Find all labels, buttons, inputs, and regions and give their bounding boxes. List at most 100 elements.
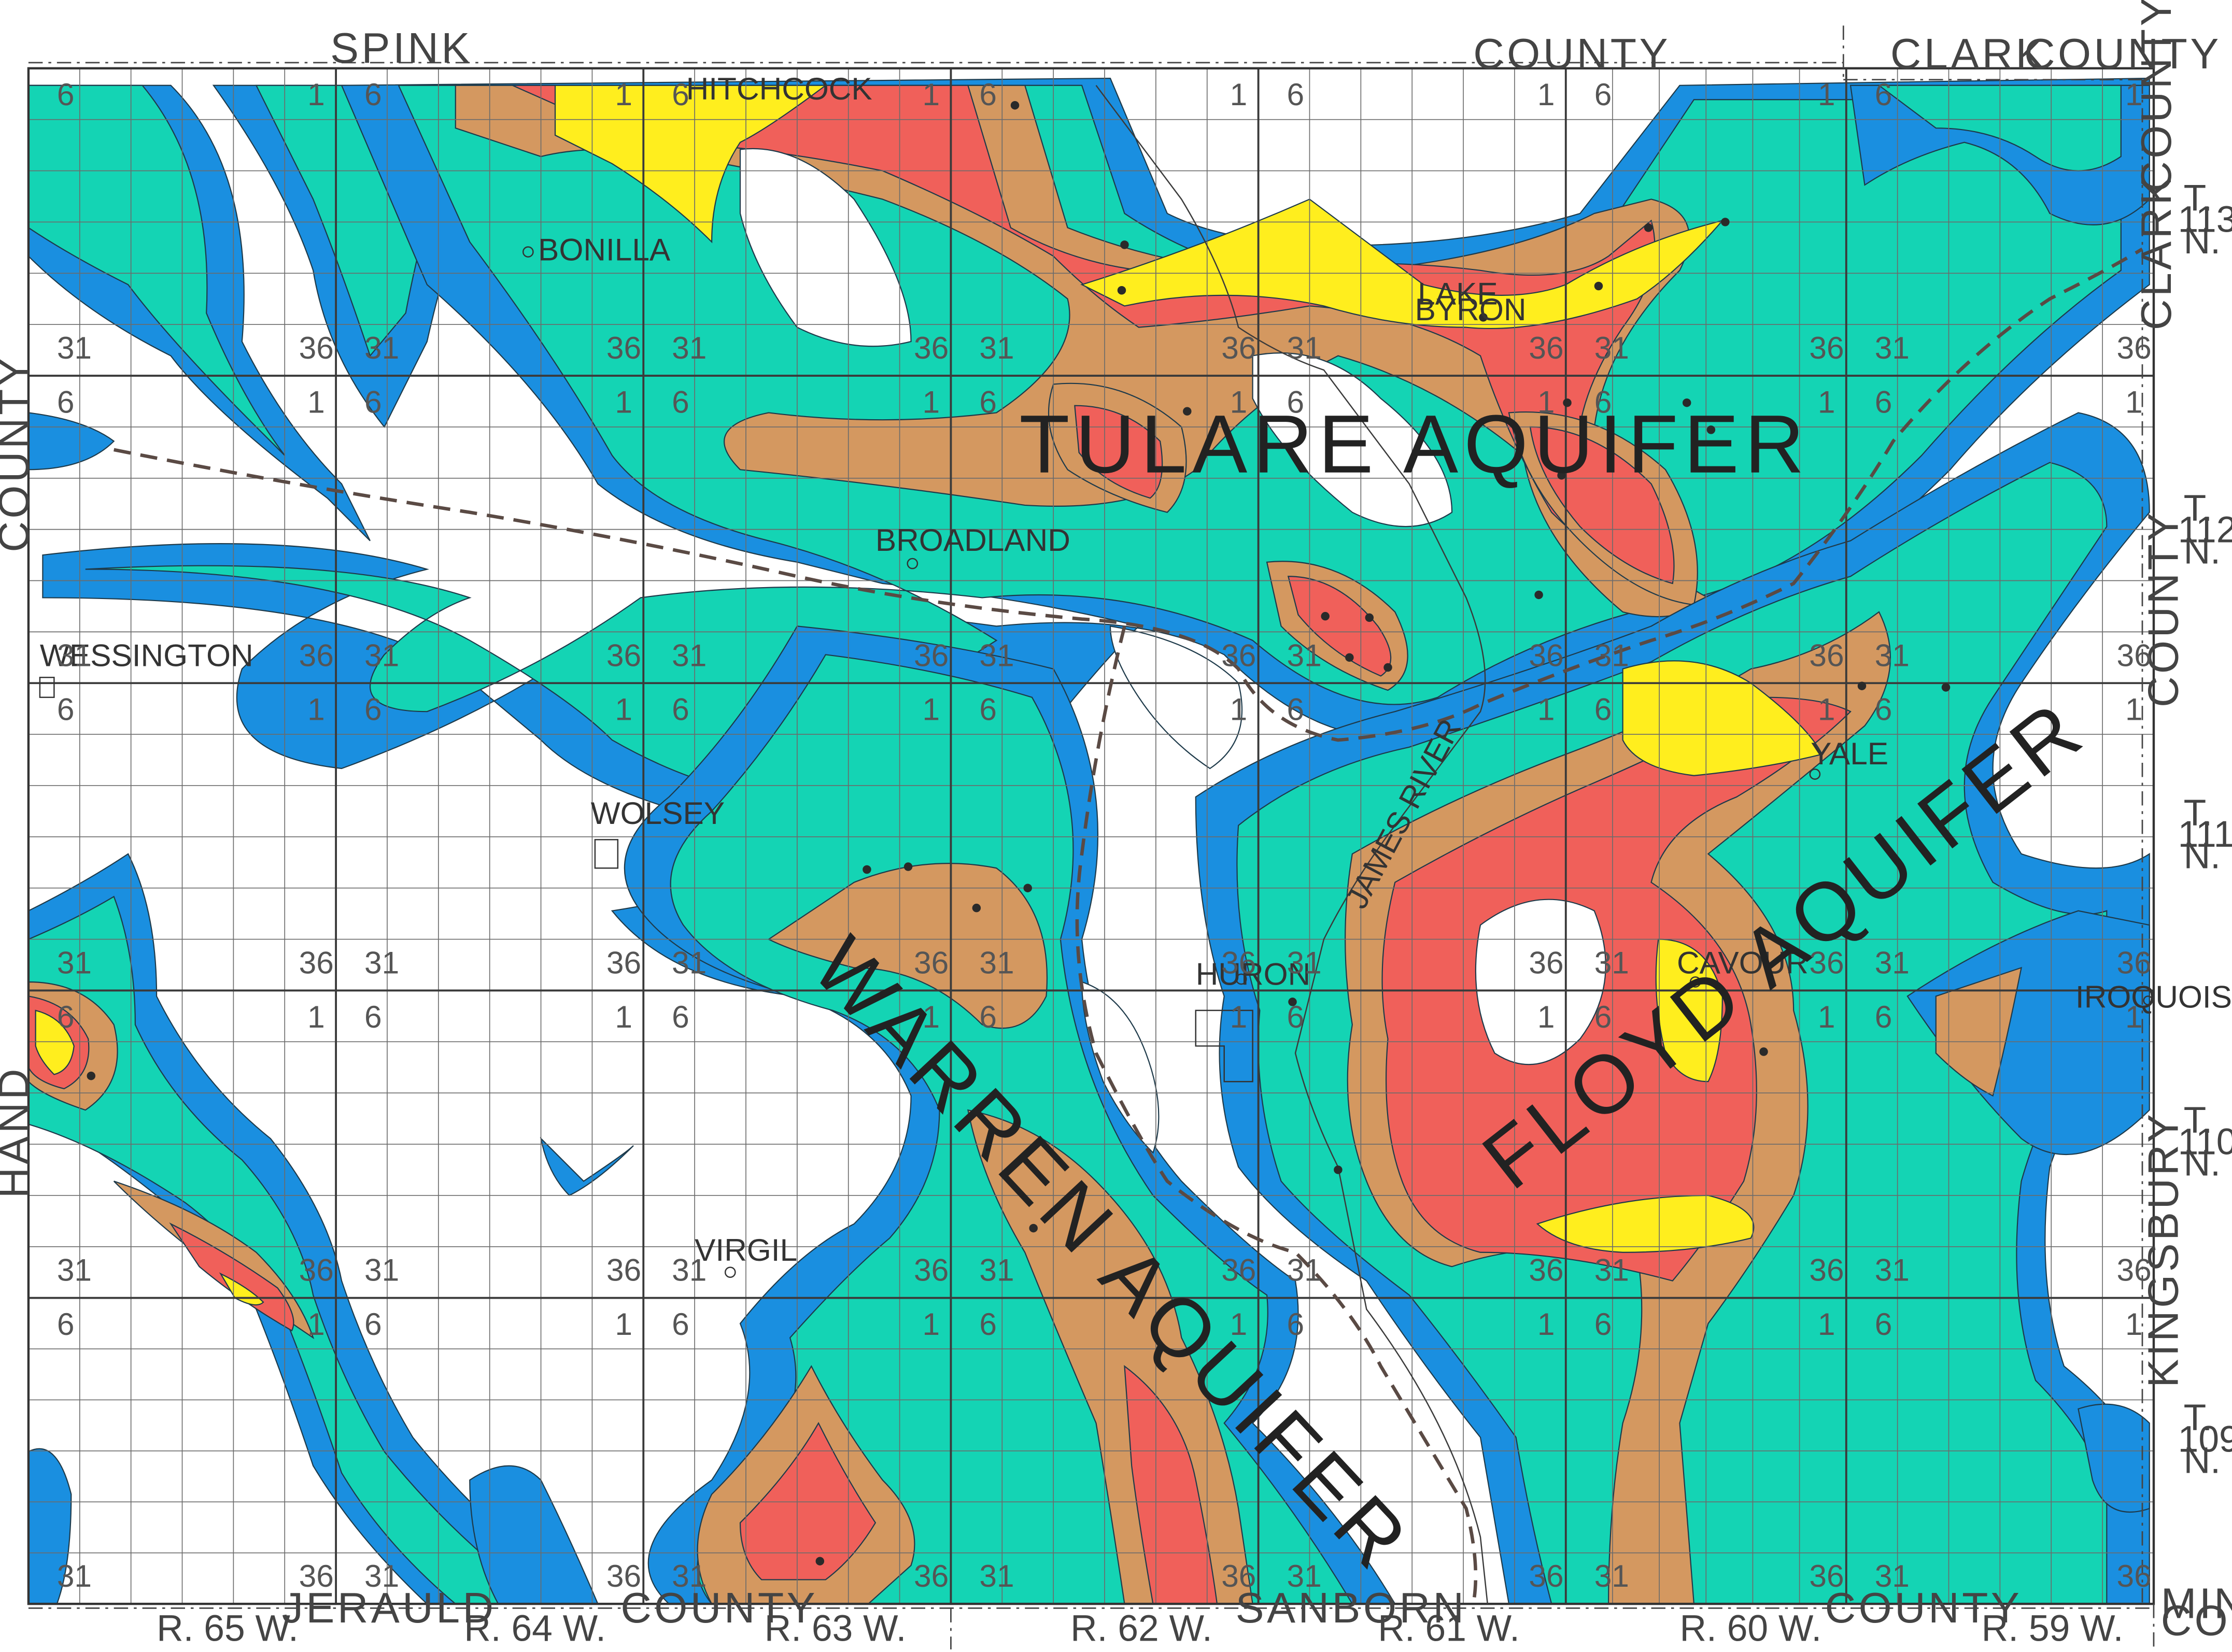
town-label-hitchcock: HITCHCOCK [686,71,872,106]
band-blue [2078,1403,2150,1513]
huron-city-outline [1195,1009,1253,1083]
section-number-1: 1 [2125,384,2143,419]
well-dot [1594,281,1603,291]
section-number-1: 1 [1537,999,1555,1034]
section-number-1: 1 [923,692,940,727]
section-number-1: 1 [923,1306,940,1342]
section-number-6: 6 [672,1306,689,1342]
section-number-6: 6 [1875,77,1892,112]
section-number-31: 31 [364,1252,399,1288]
section-number-31: 31 [672,945,707,980]
svg-text:110: 110 [2178,1121,2232,1162]
well-dot [1721,218,1730,226]
section-number-6: 6 [1287,999,1305,1034]
well-dot [1857,681,1867,690]
band-red [739,1422,877,1580]
well-dot [1365,613,1374,622]
section-number-1: 1 [1537,384,1555,419]
section-number-36: 36 [1221,330,1256,365]
section-number-6: 6 [1875,384,1892,419]
town-symbol-huron [1235,973,1247,985]
town-label-virgil: VIRGIL [695,1232,797,1268]
section-number-36: 36 [2117,945,2152,980]
section-number-1: 1 [1818,692,1835,727]
section-number-31: 31 [979,945,1014,980]
railroad-branch [1075,625,1478,1604]
section-number-6: 6 [1875,1306,1892,1342]
section-grid [28,68,2154,1604]
section-number-6: 6 [57,77,75,112]
range-label-60: R. 60 W. [1679,1608,1821,1649]
section-number-36: 36 [299,637,334,673]
section-number-6: 6 [979,77,997,112]
town-symbol-wolsey [594,839,619,869]
band-red [1287,576,1392,677]
town-label-yale: YALE [1811,736,1888,771]
section-number-36: 36 [1809,1558,1844,1593]
section-number-36: 36 [2117,1252,2152,1288]
section-number-1: 1 [307,999,325,1034]
section-number-36: 36 [914,1252,949,1288]
county-label-hand-county: COUNTY [0,355,38,552]
band-yellow [1622,660,1823,776]
svg-text:111: 111 [2178,814,2232,855]
band-blue [540,1136,634,1197]
county-label-clark-side: CLARK [2132,174,2180,330]
town-label-broadland: BROADLAND [875,522,1070,558]
well-dot [1941,683,1951,692]
section-number-1: 1 [1230,1306,1248,1342]
section-number-36: 36 [606,1252,641,1288]
section-number-1: 1 [307,1306,325,1342]
county-label-clark-county: COUNTY [2024,30,2222,78]
section-number-31: 31 [979,330,1014,365]
well-dot [972,903,981,913]
section-number-36: 36 [1529,330,1563,365]
band-white-hole [1475,899,1606,1065]
section-number-1: 1 [307,692,325,727]
section-number-31: 31 [1287,330,1322,365]
band-blue [469,1465,599,1604]
town-symbol-bonilla [522,246,534,258]
section-number-6: 6 [1287,1306,1305,1342]
town-symbols [39,246,2153,1278]
svg-text:N.: N. [2184,1142,2221,1184]
section-number-36: 36 [914,945,949,980]
section-number-36: 36 [606,1558,641,1593]
section-number-31: 31 [364,637,399,673]
section-number-36: 36 [2117,637,2152,673]
section-number-36: 36 [299,330,334,365]
section-number-1: 1 [1230,77,1248,112]
band-yellow [35,1009,75,1075]
township-label-111: T. 111 N. [2178,792,2232,876]
section-number-31: 31 [1594,330,1629,365]
section-number-6: 6 [979,1306,997,1342]
section-number-1: 1 [1230,692,1248,727]
aquifer-band-tulare [42,77,2150,997]
section-number-31: 31 [1875,330,1910,365]
well-dot [1682,398,1691,407]
section-number-31: 31 [57,1558,92,1593]
section-number-31: 31 [1287,1558,1322,1593]
range-label-62: R. 62 W. [1070,1608,1212,1649]
section-number-1: 1 [1230,384,1248,419]
well-dot [1023,884,1032,892]
county-label-clark: CLARK [1890,30,2047,78]
well-dot [1183,407,1192,416]
section-number-36: 36 [1529,1252,1563,1288]
section-number-31: 31 [57,637,92,673]
town-symbol-yale [1809,768,1821,780]
section-number-6: 6 [979,384,997,419]
section-number-1: 1 [2125,692,2143,727]
range-label-61: R. 61 W. [1378,1608,1520,1649]
well-dot [1345,653,1354,662]
section-number-1: 1 [615,77,632,112]
section-number-36: 36 [2117,1558,2152,1593]
section-number-6: 6 [364,1306,382,1342]
town-label-wessington: WESSINGTON [40,637,253,673]
band-red [1124,1365,1218,1604]
band-teal [28,84,286,456]
section-number-6: 6 [364,999,382,1034]
county-label-spink-county: COUNTY [1473,30,1671,78]
section-number-1: 1 [615,999,632,1034]
section-number-31: 31 [672,1558,707,1593]
